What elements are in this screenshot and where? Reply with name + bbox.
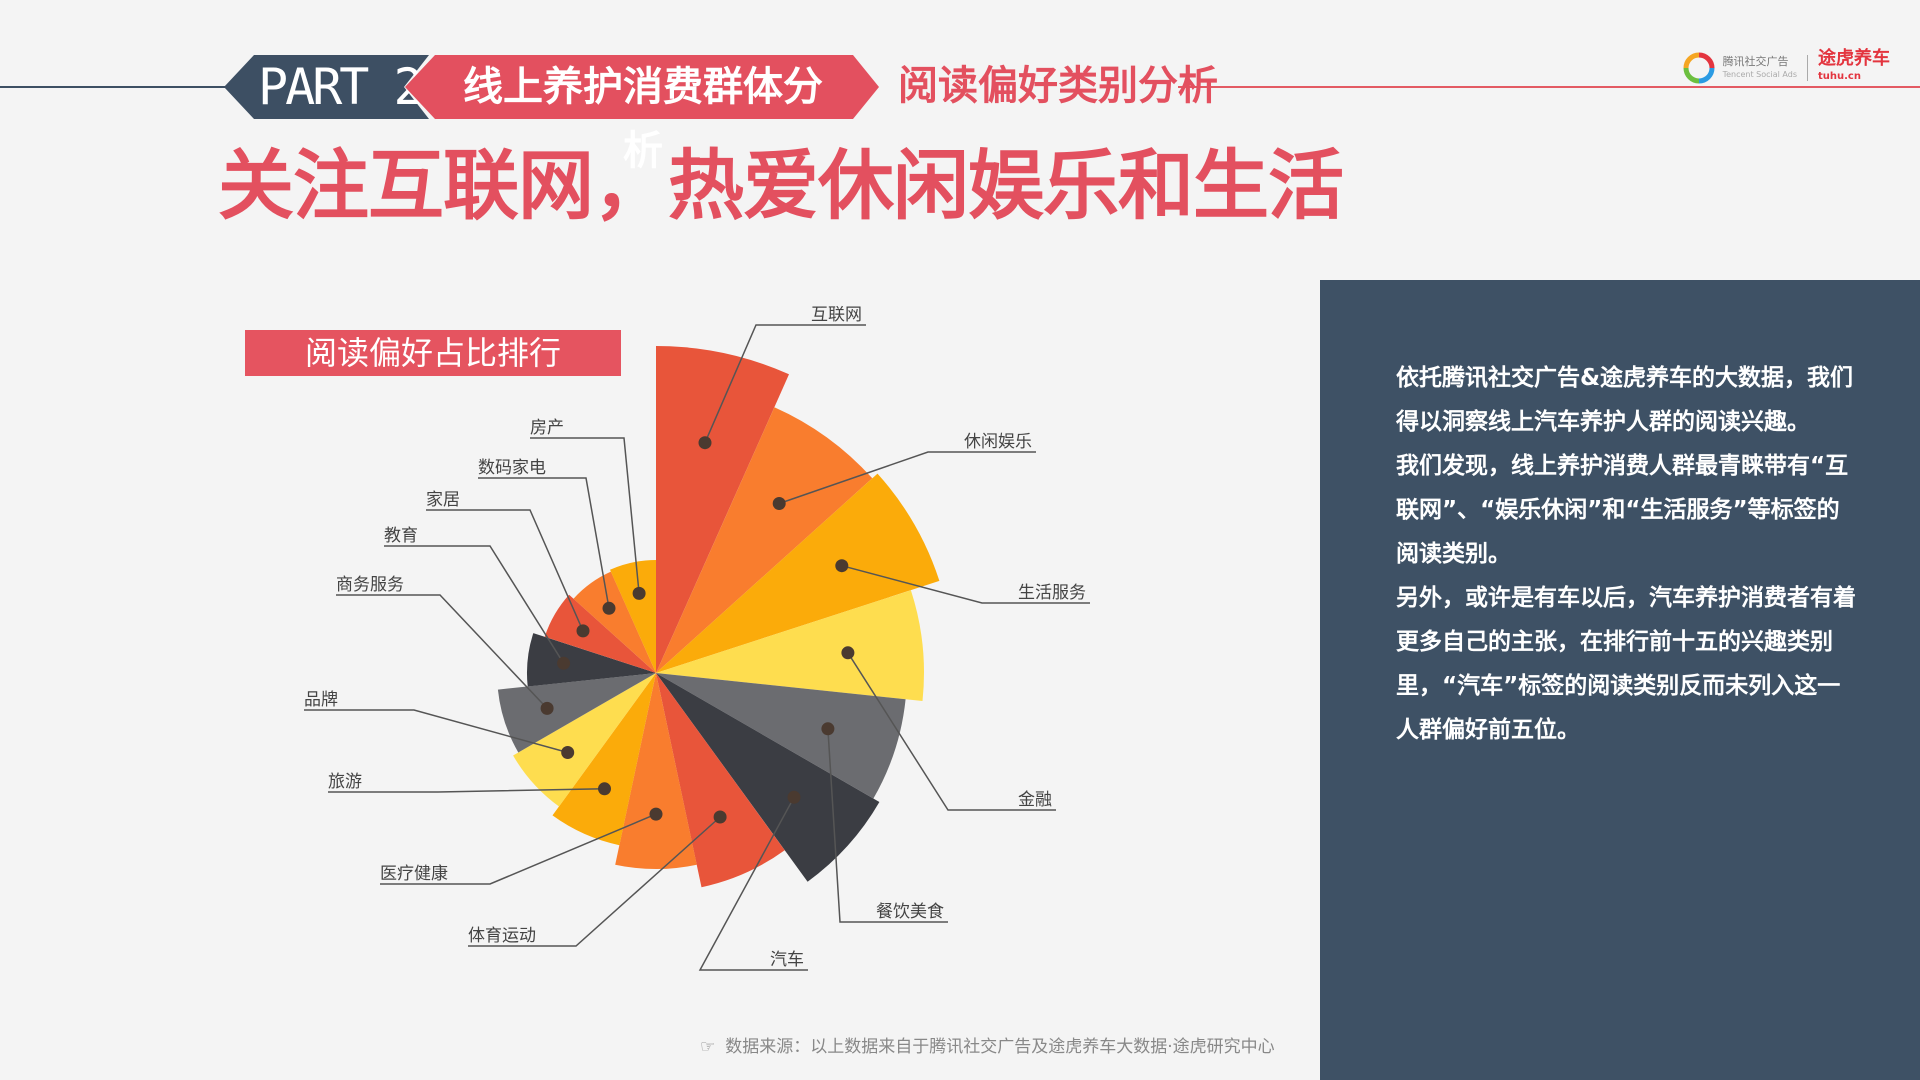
- slice-label-7: 体育运动: [468, 926, 536, 946]
- header-rule-right: [1178, 86, 1920, 88]
- leader-dot-8: [649, 807, 663, 821]
- pie-slice-3: [656, 473, 940, 673]
- slice-label-8: 医疗健康: [380, 864, 448, 884]
- slice-label-14: 数码家电: [478, 458, 546, 478]
- slice-label-13: 家居: [426, 490, 460, 510]
- pie-slice-11: [497, 673, 656, 753]
- subsection-title: 阅读偏好类别分析: [898, 63, 1218, 109]
- leader-line-13: [426, 509, 584, 632]
- slice-label-9: 旅游: [328, 772, 362, 792]
- leader-dot-3: [835, 559, 849, 573]
- leader-line-2: [778, 451, 1036, 505]
- leader-line-1: [704, 324, 866, 443]
- leader-line-4: [847, 652, 1056, 811]
- leader-line-5: [827, 728, 948, 923]
- data-source-text: 数据来源：以上数据来自于腾讯社交广告及途虎养车大数据·途虎研究中心: [725, 1037, 1275, 1057]
- chart-title-badge: 阅读偏好占比排行: [245, 330, 621, 376]
- leader-line-11: [336, 594, 548, 709]
- leader-dot-13: [576, 624, 590, 638]
- slice-label-5: 餐饮美食: [876, 902, 944, 922]
- insight-paragraph-3: 另外，或许是有车以后，汽车养护消费者有着更多自己的主张，在排行前十五的兴趣类别里…: [1396, 585, 1856, 743]
- leader-line-10: [304, 709, 568, 754]
- part-label: PART 2: [258, 58, 424, 116]
- leader-dot-9: [598, 782, 611, 796]
- leader-line-15: [530, 437, 640, 594]
- pie-slice-7: [656, 673, 785, 888]
- leader-line-6: [698, 796, 808, 971]
- leader-dot-7: [713, 810, 727, 824]
- header-rule-left: [0, 86, 230, 88]
- section-title: 线上养护消费群体分析: [463, 64, 823, 174]
- pie-slice-9: [552, 673, 656, 846]
- insight-panel: [1320, 280, 1920, 1080]
- leader-line-8: [380, 813, 657, 885]
- insight-text: 依托腾讯社交广告&途虎养车的大数据，我们得以洞察线上汽车养护人群的阅读兴趣。 我…: [1396, 356, 1856, 752]
- leader-dot-2: [772, 497, 786, 510]
- pie-slice-12: [526, 633, 656, 687]
- leader-dot-12: [557, 656, 571, 670]
- insight-paragraph-1: 依托腾讯社交广告&途虎养车的大数据，我们得以洞察线上汽车养护人群的阅读兴趣。: [1396, 365, 1854, 435]
- leader-line-3: [841, 564, 1090, 604]
- leader-dot-1: [698, 436, 712, 450]
- tencent-logo-icon: [1683, 52, 1715, 84]
- pie-slice-6: [656, 673, 880, 882]
- part-badge: [224, 55, 429, 119]
- pie-slice-5: [656, 673, 906, 799]
- leader-dot-10: [561, 746, 575, 759]
- pointing-hand-icon: ☞: [700, 1037, 716, 1057]
- leader-line-14: [478, 477, 610, 609]
- slice-label-1: 互联网: [811, 305, 862, 325]
- pie-slice-14: [573, 571, 656, 673]
- leader-dot-14: [602, 601, 616, 615]
- logo-separator: [1807, 55, 1808, 81]
- leader-line-12: [384, 545, 565, 664]
- slice-label-15: 房产: [530, 418, 564, 438]
- pie-slice-2: [656, 407, 873, 673]
- leader-dot-15: [632, 586, 646, 600]
- pie-slice-8: [615, 673, 697, 869]
- slice-label-4: 金融: [1018, 790, 1052, 810]
- pie-slice-1: [656, 346, 789, 673]
- leader-line-7: [468, 816, 721, 947]
- page-title: 关注互联网，热爱休闲娱乐和生活: [218, 141, 1344, 230]
- slice-label-6: 汽车: [770, 950, 804, 970]
- pie-slice-15: [610, 560, 656, 673]
- pie-slice-4: [656, 590, 924, 701]
- leader-dot-4: [841, 646, 855, 660]
- slice-label-10: 品牌: [304, 690, 338, 710]
- insight-paragraph-2: 我们发现，线上养护消费人群最青睐带有“互联网”、“娱乐休闲”和“生活服务”等标签…: [1396, 453, 1849, 567]
- leader-dot-5: [821, 722, 835, 736]
- section-badge: [405, 55, 879, 119]
- data-source-note: ☞ 数据来源：以上数据来自于腾讯社交广告及途虎养车大数据·途虎研究中心: [700, 1035, 1275, 1059]
- slice-label-11: 商务服务: [336, 575, 404, 595]
- slice-label-12: 教育: [384, 526, 418, 546]
- pie-slice-10: [513, 673, 656, 807]
- tencent-ads-logo-text: 腾讯社交广告 Tencent Social Ads: [1722, 55, 1797, 79]
- leader-dot-11: [540, 701, 554, 715]
- tuhu-logo-text: 途虎养车 tuhu.cn: [1818, 48, 1890, 83]
- slice-label-3: 生活服务: [1018, 583, 1086, 603]
- leader-line-9: [328, 788, 605, 793]
- brand-logos: 腾讯社交广告 Tencent Social Ads 途虎养车 tuhu.cn: [1683, 50, 1890, 86]
- leader-dot-6: [787, 790, 801, 804]
- pie-slice-13: [544, 594, 656, 673]
- slice-label-2: 休闲娱乐: [964, 432, 1032, 452]
